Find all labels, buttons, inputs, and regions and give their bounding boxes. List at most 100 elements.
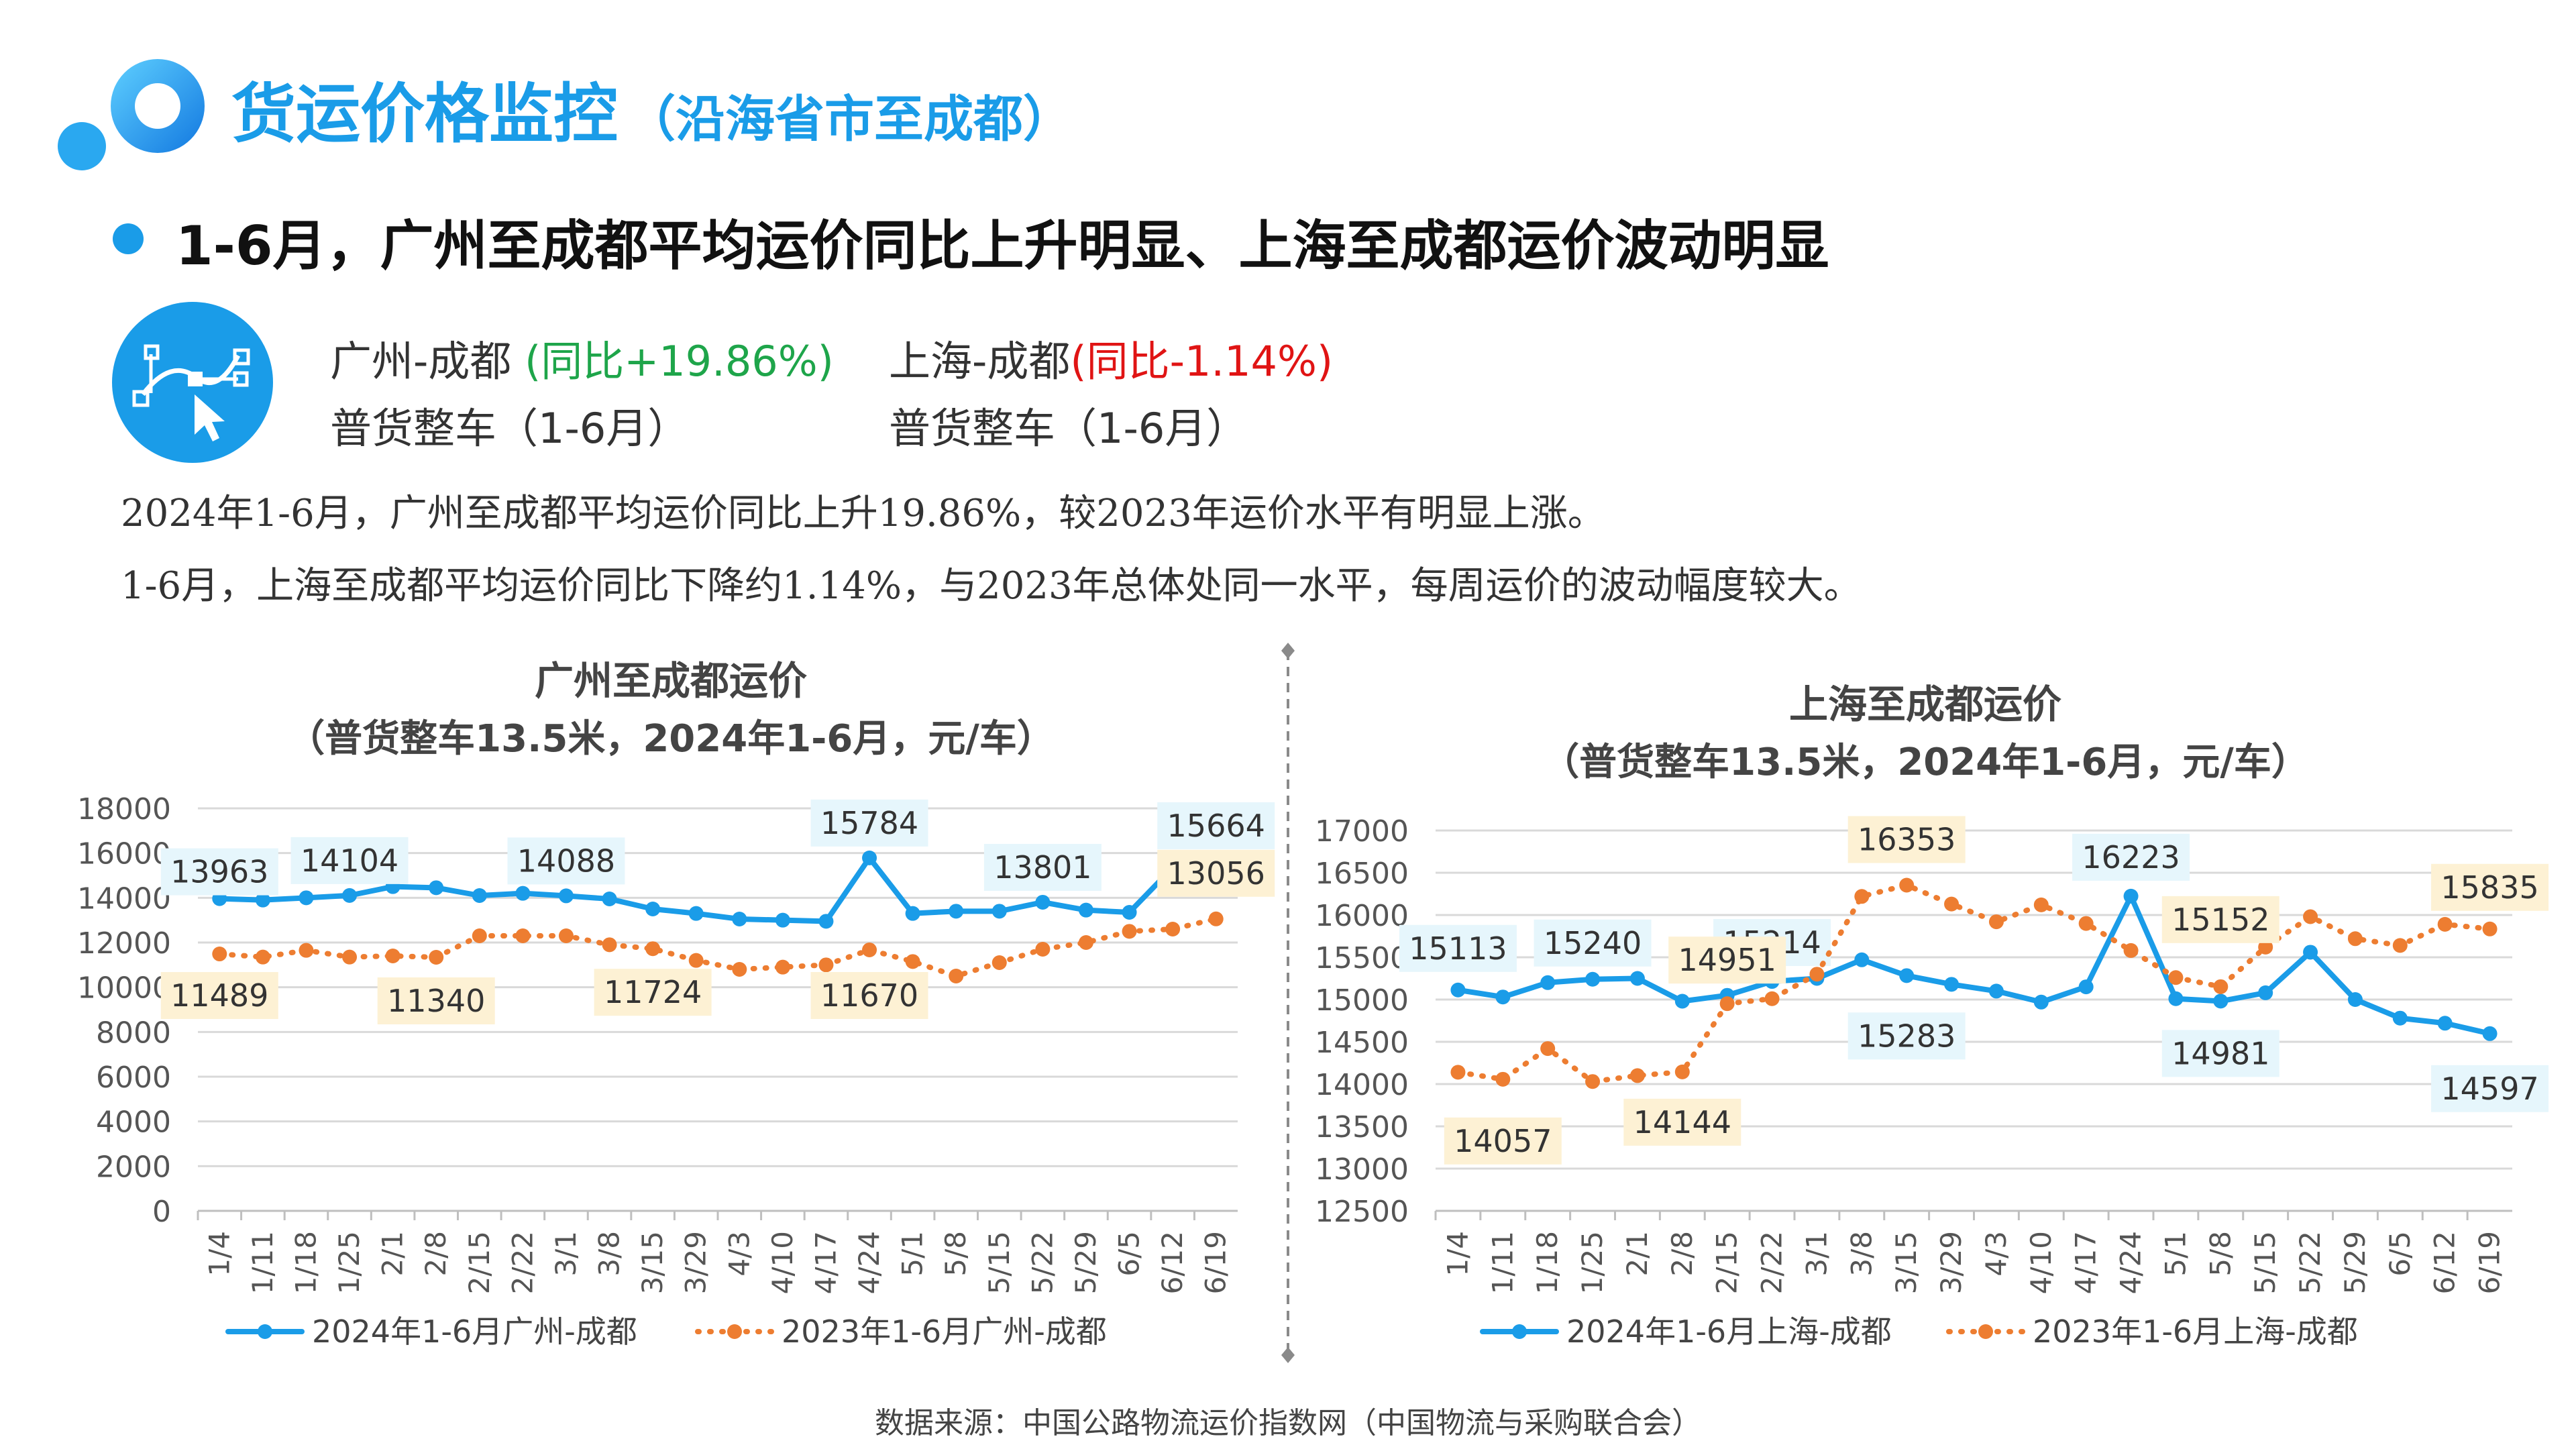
data-point xyxy=(905,954,920,969)
bezier-cursor-icon xyxy=(112,302,273,463)
svg-text:13963: 13963 xyxy=(170,854,268,890)
x-tick-label: 3/1 xyxy=(549,1231,582,1277)
data-point xyxy=(1495,1071,1511,1087)
data-point xyxy=(1540,975,1556,990)
data-point xyxy=(1078,935,1093,950)
data-point xyxy=(949,969,964,983)
data-point xyxy=(2392,938,2408,953)
chart-title: 广州至成都运价 xyxy=(535,658,807,704)
data-label: 15283 xyxy=(1847,1012,1966,1060)
data-label: 15113 xyxy=(1399,924,1517,972)
data-point xyxy=(2303,909,2318,924)
data-point xyxy=(688,906,704,921)
data-point xyxy=(1122,924,1137,939)
data-point xyxy=(2168,970,2184,985)
data-point xyxy=(1495,989,1511,1005)
data-point xyxy=(472,928,487,943)
data-label: 14104 xyxy=(290,837,409,884)
paragraph-guangzhou: 2024年1-6月，广州至成都平均运价同比上升19.86%，较2023年运价水平… xyxy=(121,492,1605,535)
data-label: 11724 xyxy=(594,969,712,1016)
x-tick-label: 1/18 xyxy=(289,1231,322,1294)
x-tick-label: 1/11 xyxy=(246,1231,279,1294)
x-tick-label: 6/5 xyxy=(1113,1231,1146,1277)
x-tick-label: 5/15 xyxy=(983,1231,1016,1294)
data-point xyxy=(1540,1041,1556,1057)
data-label: 14951 xyxy=(1668,936,1786,984)
legend-item-0: 2024年1-6月广州-成都 xyxy=(225,1313,637,1350)
data-point xyxy=(2078,916,2094,931)
data-point xyxy=(2123,943,2139,958)
x-tick-label: 3/1 xyxy=(1800,1231,1833,1277)
stat-sh-route: 上海-成都 xyxy=(889,337,1071,386)
data-point xyxy=(1078,902,1093,918)
x-tick-label: 4/10 xyxy=(2025,1231,2057,1294)
data-point xyxy=(1629,1068,1645,1083)
data-point xyxy=(1854,952,1870,967)
x-tick-label: 2/8 xyxy=(1666,1231,1699,1277)
chart-subtitle: （普货整车13.5米，2024年1-6月，元/车） xyxy=(287,717,1055,761)
svg-text:15283: 15283 xyxy=(1858,1018,1955,1054)
data-point xyxy=(2213,979,2229,994)
y-tick-label: 14500 xyxy=(1315,1026,1409,1060)
chart-title: 上海至成都运价 xyxy=(1789,682,2061,727)
data-point xyxy=(602,892,617,906)
x-tick-label: 6/5 xyxy=(2383,1231,2416,1277)
svg-text:14951: 14951 xyxy=(1678,942,1776,978)
svg-text:11724: 11724 xyxy=(604,974,702,1010)
data-point xyxy=(255,949,270,965)
data-point xyxy=(775,959,790,975)
x-tick-label: 6/19 xyxy=(2473,1231,2506,1294)
stat-gz-subtitle: 普货整车（1-6月） xyxy=(330,404,690,453)
svg-text:14088: 14088 xyxy=(517,843,615,879)
svg-text:14597: 14597 xyxy=(2440,1071,2538,1107)
data-point xyxy=(2437,916,2453,932)
y-tick-label: 6000 xyxy=(96,1061,171,1095)
data-label: 14088 xyxy=(507,837,625,885)
x-tick-label: 1/4 xyxy=(203,1231,235,1277)
data-point xyxy=(515,928,531,943)
data-label: 15784 xyxy=(810,799,928,847)
legend-item-0: 2024年1-6月上海-成都 xyxy=(1480,1313,1892,1350)
data-point xyxy=(1988,983,2004,999)
svg-text:2023年1-6月广州-成都: 2023年1-6月广州-成都 xyxy=(782,1313,1107,1350)
x-tick-label: 4/3 xyxy=(722,1231,755,1277)
data-point xyxy=(1165,922,1181,936)
data-point xyxy=(818,914,834,929)
legend-item-1: 2023年1-6月广州-成都 xyxy=(695,1313,1107,1350)
data-point xyxy=(1899,968,1915,983)
y-tick-label: 16000 xyxy=(1315,899,1409,933)
y-tick-label: 18000 xyxy=(77,792,171,826)
data-label: 16223 xyxy=(2072,833,2190,881)
data-label: 15240 xyxy=(1534,919,1652,967)
svg-text:11670: 11670 xyxy=(820,977,918,1014)
data-point xyxy=(2482,921,2498,936)
data-point xyxy=(2303,945,2318,960)
svg-text:14144: 14144 xyxy=(1633,1104,1731,1140)
y-tick-label: 14000 xyxy=(77,881,171,916)
data-point xyxy=(688,953,704,968)
source-note: 数据来源：中国公路物流运价指数网（中国物流与采购联合会） xyxy=(875,1406,1701,1440)
y-tick-label: 17000 xyxy=(1315,814,1409,849)
y-tick-label: 13500 xyxy=(1315,1110,1409,1144)
x-tick-label: 2/22 xyxy=(506,1231,539,1294)
data-point xyxy=(429,950,444,965)
data-point xyxy=(255,892,270,908)
data-point xyxy=(2347,931,2363,947)
data-point xyxy=(1988,914,2004,930)
page-title-sub: （沿海省市至成都） xyxy=(626,91,1073,148)
y-tick-label: 15000 xyxy=(1315,983,1409,1018)
svg-text:14057: 14057 xyxy=(1454,1123,1552,1159)
data-label: 11670 xyxy=(810,972,928,1019)
data-point xyxy=(602,937,617,953)
x-tick-label: 5/22 xyxy=(1026,1231,1059,1294)
svg-text:14104: 14104 xyxy=(301,843,398,879)
data-point xyxy=(732,912,747,926)
data-label: 14597 xyxy=(2431,1065,2549,1112)
data-point xyxy=(2392,1010,2408,1026)
data-label: 15152 xyxy=(2161,896,2279,943)
x-tick-label: 2/15 xyxy=(1711,1231,1743,1294)
x-tick-label: 4/3 xyxy=(1980,1231,2012,1277)
logo-dot xyxy=(58,122,106,170)
data-point xyxy=(775,912,790,928)
